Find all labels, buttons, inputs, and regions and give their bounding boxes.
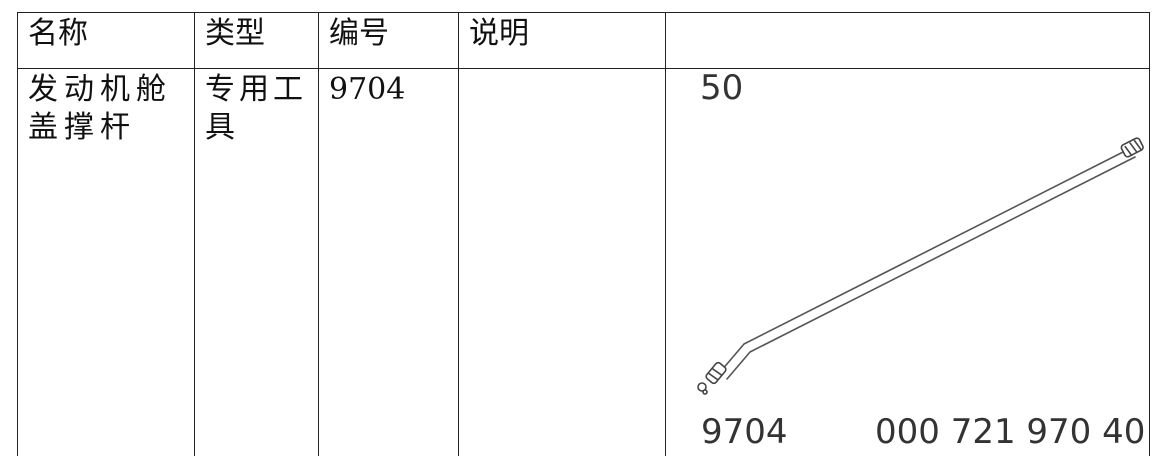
tool-type-cell: 专用工具 — [194, 68, 319, 456]
tool-image-cell: 50 9704 000 721 970 40 — [665, 68, 1150, 456]
tool-table: 名称 类型 编号 说明 发动机舱盖撑杆 专用工具 9704 — [17, 12, 1150, 456]
tool-name-cell: 发动机舱盖撑杆 — [17, 68, 195, 456]
header-type: 类型 — [194, 12, 319, 69]
header-image — [665, 12, 1150, 69]
header-description: 说明 — [458, 12, 666, 69]
tool-description-cell — [458, 68, 666, 456]
rod-bottom-end-icon — [697, 361, 727, 395]
hood-support-rod-illustration: 50 9704 000 721 970 40 — [666, 69, 1150, 454]
illustration-part-number: 000 721 970 40 — [875, 412, 1146, 452]
rod-top-end-icon — [1120, 137, 1144, 158]
table-header-row: 名称 类型 编号 说明 — [17, 12, 1150, 69]
table-row: 发动机舱盖撑杆 专用工具 9704 — [17, 68, 1150, 456]
illustration-tool-number: 9704 — [701, 412, 788, 452]
hood-support-rod-drawing — [697, 137, 1144, 395]
header-number: 编号 — [318, 12, 459, 69]
illustration-quantity-label: 50 — [700, 68, 744, 108]
rod-outline — [720, 148, 1136, 380]
tool-number-cell: 9704 — [318, 68, 459, 456]
header-name: 名称 — [17, 12, 195, 69]
